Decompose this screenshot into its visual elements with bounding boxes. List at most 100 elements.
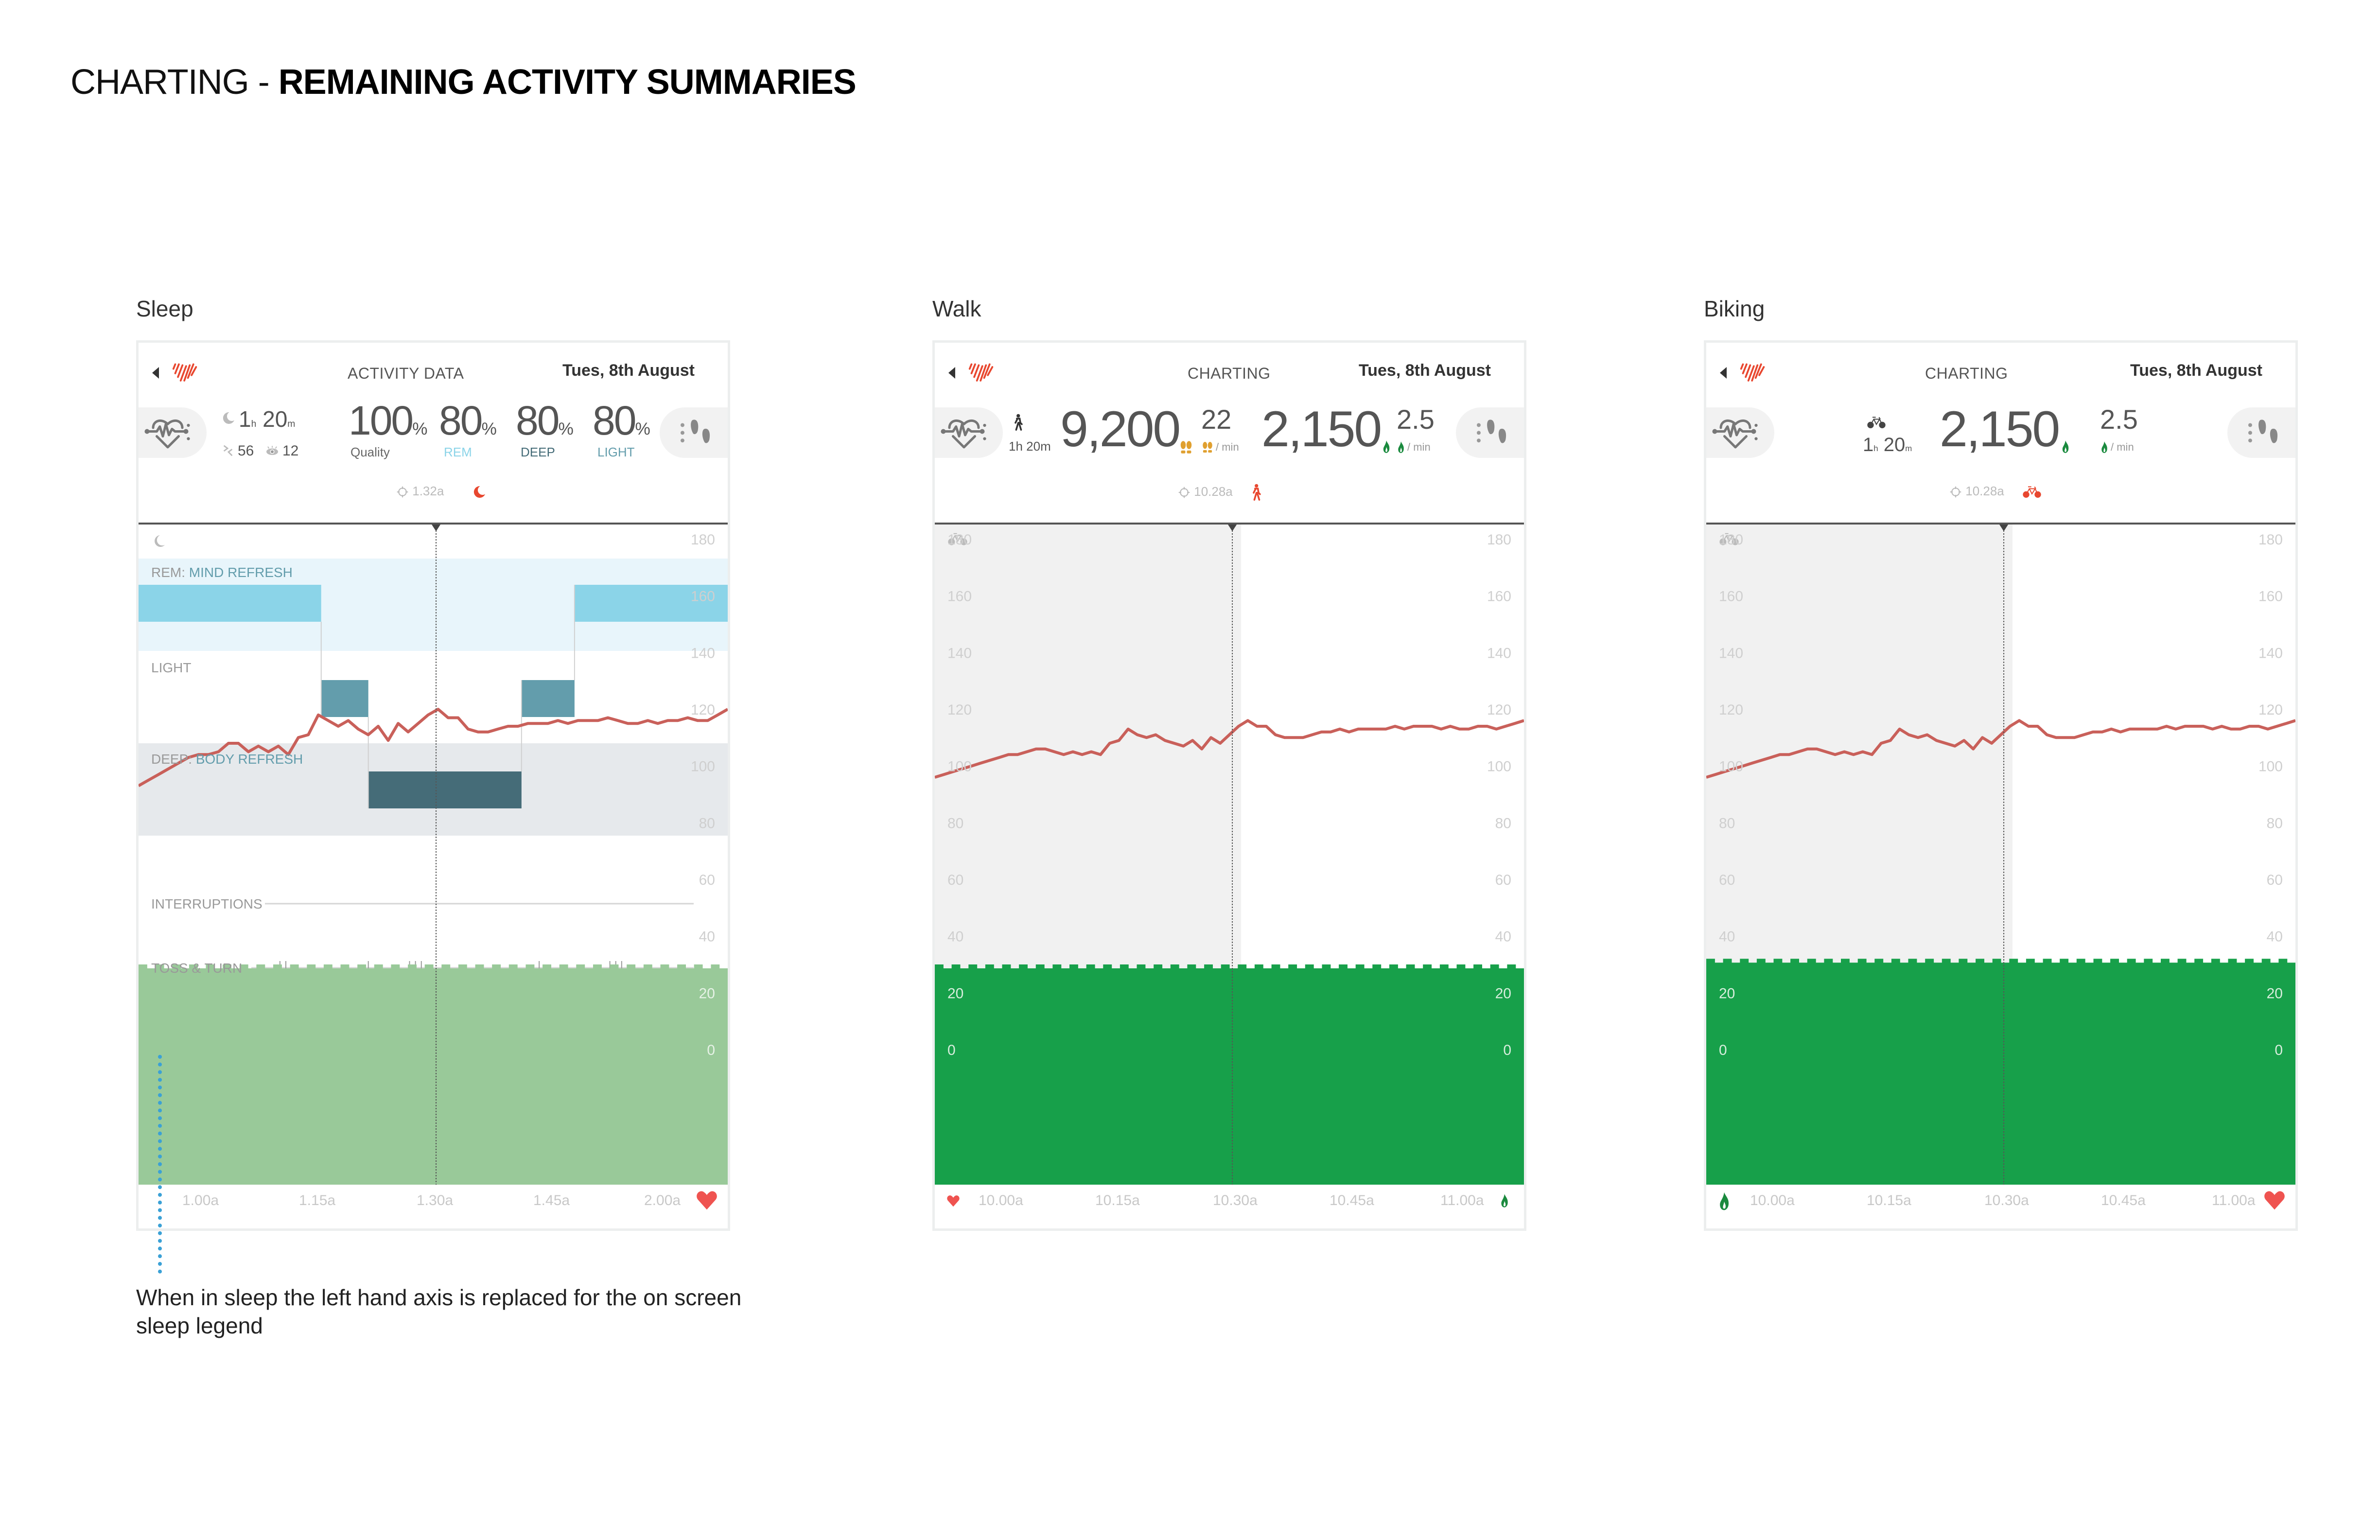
activity-bar bbox=[298, 968, 307, 1185]
legend-rem: REM: MIND REFRESH bbox=[151, 565, 293, 580]
activity-bar bbox=[2287, 962, 2295, 1185]
activity-bar bbox=[1019, 964, 1028, 1185]
activity-bar bbox=[1790, 959, 1799, 1185]
activity-bar bbox=[2270, 962, 2279, 1185]
activity-bar bbox=[1874, 959, 1884, 1185]
footsteps-icon bbox=[2245, 416, 2284, 448]
activity-bar bbox=[1296, 968, 1306, 1185]
y-tick-label-right: 180 bbox=[691, 532, 715, 548]
stat-value: 100% bbox=[349, 400, 428, 441]
y-tick-label-left: 60 bbox=[1719, 872, 1735, 888]
header-date[interactable]: Tues, 8th August bbox=[2130, 361, 2262, 380]
activity-bar bbox=[1908, 959, 1917, 1185]
activity-bar bbox=[1279, 968, 1289, 1185]
heart-pulse-button[interactable] bbox=[139, 407, 207, 458]
activity-bar bbox=[1322, 964, 1331, 1185]
activity-bar bbox=[223, 964, 231, 1185]
activity-bar bbox=[1857, 959, 1867, 1185]
activity-bar bbox=[189, 964, 198, 1185]
activity-bar bbox=[1984, 962, 1993, 1185]
activity-bar bbox=[1748, 962, 1757, 1185]
walk-chart[interactable]: 180 180 160 160 140 140 120 120 100 100 80 80 60 60 40… bbox=[935, 525, 1524, 1185]
sleep-stage-deep bbox=[368, 771, 522, 808]
footsteps-button[interactable] bbox=[1456, 407, 1524, 458]
back-icon[interactable] bbox=[948, 367, 955, 379]
activity-bar bbox=[960, 968, 969, 1185]
y-tick-label-left: 0 bbox=[947, 1042, 956, 1058]
back-icon[interactable] bbox=[1720, 367, 1727, 379]
footsteps-button[interactable] bbox=[660, 407, 728, 458]
activity-bar bbox=[1448, 968, 1457, 1185]
footsteps-icon bbox=[1473, 416, 1512, 448]
stat-number: 80 bbox=[439, 398, 483, 443]
activity-bar bbox=[1263, 968, 1272, 1185]
walk-panel: CHARTING Tues, 8th August 1h 20m 9,200 2… bbox=[932, 340, 1526, 1231]
activity-bar bbox=[618, 968, 627, 1185]
biking-chart[interactable]: 180 180 160 160 140 140 120 120 100 100 80 80 60 60 40… bbox=[1706, 525, 2295, 1185]
activity-bar bbox=[340, 964, 350, 1185]
activity-bar bbox=[593, 964, 602, 1185]
activity-bar bbox=[2068, 962, 2077, 1185]
activity-bar bbox=[1439, 964, 1449, 1185]
footsteps-button[interactable] bbox=[2227, 407, 2295, 458]
biking-header: CHARTING Tues, 8th August 1h 20m 2,150 2… bbox=[1706, 343, 2295, 525]
y-tick-label-right: 180 bbox=[2258, 532, 2283, 548]
activity-bar bbox=[2278, 959, 2288, 1185]
activity-bar bbox=[1305, 964, 1314, 1185]
time-axis: 10.00a 10.15a 10.30a 10.45a 11.00a bbox=[935, 1180, 1524, 1228]
stat-value: 80% bbox=[593, 400, 650, 441]
activity-bar bbox=[1967, 962, 1976, 1185]
activity-bar bbox=[483, 968, 492, 1185]
sleep-chart[interactable]: 180 160 140 120 100 80 60 40 20 0 REM: MIND REFRES… bbox=[139, 525, 728, 1185]
sleep-panel: ACTIVITY DATA Tues, 8th August 1h 20m 56… bbox=[136, 340, 730, 1231]
activity-bar bbox=[1731, 962, 1740, 1185]
activity-bar bbox=[559, 964, 568, 1185]
activity-bar bbox=[1212, 968, 1222, 1185]
y-tick-label-right: 60 bbox=[1495, 872, 1511, 888]
heart-pulse-button[interactable] bbox=[1706, 407, 1774, 458]
y-tick-label-left: 100 bbox=[1719, 759, 1743, 775]
heart-pulse-button[interactable] bbox=[935, 407, 1003, 458]
y-tick-label-right: 100 bbox=[1487, 759, 1511, 775]
back-icon[interactable] bbox=[152, 367, 159, 379]
brand-logo-icon bbox=[968, 362, 995, 385]
activity-bar bbox=[1254, 964, 1263, 1185]
activity-bar bbox=[2118, 962, 2128, 1185]
footsteps-icon bbox=[677, 416, 716, 448]
activity-bar bbox=[2093, 959, 2102, 1185]
activity-bar bbox=[1883, 962, 1892, 1185]
activity-bar bbox=[2051, 962, 2060, 1185]
y-tick-label-right: 0 bbox=[2275, 1042, 2283, 1058]
x-tick-label: 10.15a bbox=[1867, 1192, 1911, 1208]
cursor-time: 1.32a bbox=[412, 484, 444, 498]
stat-light: 80% LIGHT bbox=[593, 400, 650, 460]
bike-mode-icon bbox=[2022, 485, 2042, 499]
activity-bar bbox=[1154, 964, 1163, 1185]
activity-bar bbox=[290, 964, 299, 1185]
y-tick-label-left: 160 bbox=[947, 589, 972, 605]
y-tick-label-right: 20 bbox=[699, 985, 715, 1001]
time-axis: 10.00a 10.15a 10.30a 10.45a 11.00a bbox=[1706, 1180, 2295, 1228]
activity-bar bbox=[2169, 962, 2178, 1185]
header-date[interactable]: Tues, 8th August bbox=[1359, 361, 1491, 380]
activity-bar bbox=[1398, 968, 1407, 1185]
cursor-marker bbox=[432, 525, 441, 531]
activity-bar bbox=[1723, 959, 1732, 1185]
activity-bar bbox=[1103, 964, 1112, 1185]
activity-bar bbox=[1992, 959, 2001, 1185]
activity-bar bbox=[1782, 962, 1791, 1185]
panel-label-walk: Walk bbox=[932, 296, 981, 321]
activity-bar bbox=[719, 968, 728, 1185]
activity-bar bbox=[2127, 959, 2136, 1185]
header-date[interactable]: Tues, 8th August bbox=[562, 361, 695, 380]
x-tick-label: 10.45a bbox=[2101, 1192, 2146, 1208]
x-tick-label: 10.45a bbox=[1330, 1192, 1374, 1208]
activity-bar bbox=[1389, 964, 1398, 1185]
y-tick-label-right: 160 bbox=[691, 589, 715, 605]
steps-per-min: 22 bbox=[1201, 404, 1232, 435]
stat-unit: % bbox=[558, 420, 574, 438]
calories-per-min: 2.5 bbox=[2100, 404, 2138, 435]
activity-bar bbox=[968, 964, 978, 1185]
activity-bar bbox=[1347, 968, 1356, 1185]
shoes-icon bbox=[1201, 441, 1214, 454]
